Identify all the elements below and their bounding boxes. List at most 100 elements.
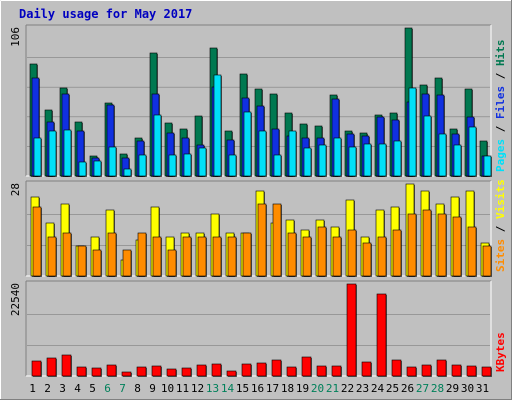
y-max-label-kbytes: 22540: [9, 283, 22, 316]
x-tick-label-day-23: 23: [356, 382, 369, 395]
x-tick-label-day-21: 21: [326, 382, 339, 395]
x-tick-label-day-26: 26: [401, 382, 414, 395]
x-tick-label-day-2: 2: [44, 382, 51, 395]
bar-pages-day-17: [273, 154, 282, 177]
x-tick-label-day-27: 27: [416, 382, 429, 395]
bar-pages-day-25: [393, 140, 402, 177]
bar-kbytes-day-30: [466, 365, 477, 377]
bar-sites-day-8: [137, 232, 147, 277]
bar-sites-day-12: [197, 236, 207, 277]
bars-kbytes: [31, 283, 492, 377]
legend-separator: /: [494, 219, 507, 239]
x-tick-label-day-8: 8: [134, 382, 141, 395]
bar-pages-day-28: [438, 133, 447, 177]
x-tick-label-day-31: 31: [476, 382, 489, 395]
bar-kbytes-day-8: [136, 366, 147, 377]
x-tick-label-day-1: 1: [29, 382, 36, 395]
x-tick-label-day-14: 14: [221, 382, 235, 395]
bar-pages-day-6: [108, 146, 117, 177]
bar-sites-day-6: [107, 232, 117, 277]
bar-kbytes-day-5: [91, 367, 102, 377]
bar-kbytes-day-20: [316, 365, 327, 377]
bar-kbytes-day-16: [256, 362, 267, 377]
x-tick-label-day-13: 13: [206, 382, 219, 395]
bar-sites-day-7: [122, 249, 132, 277]
bar-pages-day-7: [123, 168, 132, 177]
x-tick-label-day-5: 5: [89, 382, 96, 395]
x-tick-label-day-24: 24: [371, 382, 385, 395]
bar-kbytes-day-6: [106, 364, 117, 377]
x-axis-day-labels: 1 2 3 4 5 6 7 8 9 10 11 12 13 14 15 16 17 18 19 20 21 22 23 24 2…: [29, 382, 489, 395]
x-tick-label-day-29: 29: [446, 382, 459, 395]
bar-sites-day-27: [422, 209, 432, 277]
bars-hits-files-pages: [29, 27, 492, 177]
bar-sites-day-22: [347, 229, 357, 277]
bar-kbytes-day-27: [421, 364, 432, 377]
bar-sites-day-15: [242, 232, 252, 277]
panel-visits-sites: 28 Sites / Visits: [9, 179, 507, 277]
bar-kbytes-day-13: [211, 363, 222, 377]
x-tick-label-day-19: 19: [296, 382, 309, 395]
bar-kbytes-day-11: [181, 367, 192, 377]
legend-kbytes: KBytes: [494, 332, 507, 372]
bar-kbytes-day-25: [391, 359, 402, 377]
bar-sites-day-4: [77, 245, 87, 277]
x-tick-label-day-7: 7: [119, 382, 126, 395]
x-tick-label-day-11: 11: [176, 382, 189, 395]
bar-sites-day-16: [257, 203, 267, 277]
bar-sites-day-17: [272, 203, 282, 277]
x-tick-label-day-16: 16: [251, 382, 264, 395]
bar-pages-day-27: [423, 115, 432, 177]
bar-sites-day-29: [452, 216, 462, 277]
bar-pages-day-31: [483, 155, 492, 177]
legend-entry-hits: Hits: [494, 40, 507, 67]
legend-entry-kbytes: KBytes: [494, 332, 507, 372]
bar-kbytes-day-21: [331, 365, 342, 377]
bar-pages-day-2: [48, 130, 57, 177]
bar-kbytes-day-29: [451, 364, 462, 377]
bar-pages-day-21: [333, 137, 342, 177]
legend-separator: /: [494, 66, 507, 86]
bar-pages-day-24: [378, 143, 387, 177]
bar-kbytes-day-23: [361, 361, 372, 377]
x-tick-label-day-3: 3: [59, 382, 66, 395]
plot-area-kbytes: [26, 281, 491, 376]
legend-visits-sites: Sites / Visits: [494, 179, 507, 272]
bar-pages-day-9: [153, 114, 162, 177]
bar-sites-day-3: [62, 232, 72, 277]
bar-kbytes-day-26: [406, 366, 417, 377]
bar-pages-day-1: [33, 137, 42, 177]
bar-kbytes-day-2: [46, 357, 57, 377]
bar-sites-day-18: [287, 232, 297, 277]
bar-kbytes-day-18: [286, 366, 297, 377]
bar-sites-day-31: [482, 245, 492, 277]
bar-sites-day-10: [167, 249, 177, 277]
bars-visits-sites: [30, 183, 492, 277]
panel-hits-files-pages: 106 Pages / Files / Hits: [9, 24, 507, 177]
bar-kbytes-day-31: [481, 366, 492, 377]
bar-kbytes-day-19: [301, 356, 312, 377]
y-max-label-hits-files-pages: 106: [9, 27, 22, 47]
bar-sites-day-5: [92, 249, 102, 277]
bar-pages-day-10: [168, 154, 177, 177]
x-tick-label-day-4: 4: [74, 382, 81, 395]
bar-kbytes-day-22: [346, 283, 357, 377]
x-tick-label-day-25: 25: [386, 382, 399, 395]
legend-hits-files-pages: Pages / Files / Hits: [494, 40, 507, 173]
bar-sites-day-13: [212, 236, 222, 277]
bar-kbytes-day-1: [31, 360, 42, 377]
bar-pages-day-3: [63, 129, 72, 177]
x-tick-label-day-12: 12: [191, 382, 204, 395]
bar-kbytes-day-24: [376, 293, 387, 377]
bar-kbytes-day-14: [226, 370, 237, 377]
bar-pages-day-4: [78, 161, 87, 177]
bar-pages-day-23: [363, 143, 372, 177]
x-tick-label-day-20: 20: [311, 382, 324, 395]
bar-kbytes-day-28: [436, 359, 447, 377]
x-tick-label-day-28: 28: [431, 382, 444, 395]
bar-sites-day-30: [467, 226, 477, 277]
legend-entry-sites: Sites: [494, 239, 507, 272]
bar-kbytes-day-4: [76, 366, 87, 377]
bar-kbytes-day-3: [61, 354, 72, 377]
